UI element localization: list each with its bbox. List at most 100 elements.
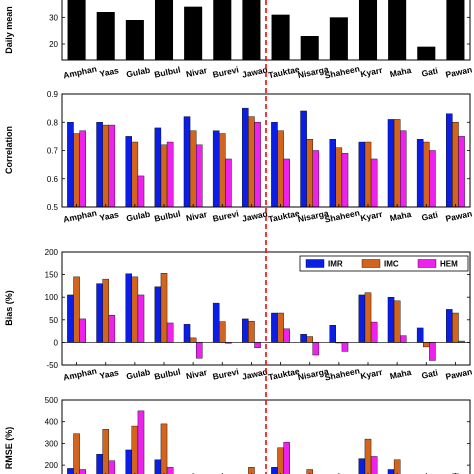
x-tick-label: Pawan <box>445 366 473 381</box>
x-tick-label: Amphan <box>62 64 97 81</box>
bar <box>370 321 378 343</box>
legend-swatch <box>361 259 381 268</box>
x-tick-label: Pawan <box>445 64 473 79</box>
bar <box>137 294 145 343</box>
bar <box>364 438 372 474</box>
bar <box>271 122 278 207</box>
x-tick-label: Jawad <box>241 366 269 381</box>
x-tick-label: Burevi <box>212 64 240 79</box>
bar <box>67 122 74 207</box>
bar <box>306 138 313 207</box>
x-tick-label: Shaheen <box>324 365 361 382</box>
bar <box>364 141 372 207</box>
y-tick-label: 0.5 <box>47 203 59 212</box>
bar <box>452 122 459 207</box>
bar <box>184 6 203 60</box>
bar <box>423 342 430 348</box>
bar <box>131 276 139 343</box>
bar <box>387 119 395 207</box>
x-tick-label: Yaas <box>99 367 120 381</box>
bar <box>312 342 320 356</box>
bar <box>416 138 424 207</box>
bar <box>102 429 109 474</box>
bar <box>446 113 453 207</box>
x-tick-label: Maha <box>389 65 413 79</box>
legend-label: HEM <box>440 260 458 269</box>
bar <box>370 158 378 207</box>
bar <box>271 312 278 343</box>
bar <box>341 342 349 352</box>
y-tick-label: 150 <box>45 271 59 280</box>
y-tick-label: 0.7 <box>47 147 59 156</box>
bar <box>67 0 86 60</box>
bar <box>452 312 459 343</box>
bar <box>417 46 436 60</box>
bar <box>79 469 86 474</box>
x-tick-label: Jawad <box>241 64 269 79</box>
bar <box>183 116 191 207</box>
y-axis-label: RMSE (%) <box>4 427 14 470</box>
x-tick-label: Gati <box>421 209 439 222</box>
bar <box>137 410 145 474</box>
bar <box>166 322 174 343</box>
x-tick-label: Gulab <box>125 209 151 224</box>
y-axis-label: Correlation <box>4 126 14 174</box>
bar <box>393 119 401 207</box>
x-tick-label: Jawad <box>241 208 269 223</box>
y-tick-label: 500 <box>45 396 59 405</box>
y-tick-label: 0.9 <box>47 90 59 99</box>
bar <box>388 0 407 60</box>
bar <box>79 130 86 207</box>
bar <box>154 286 162 343</box>
bar <box>277 312 284 343</box>
y-tick-label: 30 <box>49 13 58 22</box>
bar <box>137 175 145 207</box>
bar <box>160 423 168 474</box>
legend-label: IMR <box>328 260 343 269</box>
bar <box>248 320 255 343</box>
bar <box>125 20 144 60</box>
bar <box>160 144 168 207</box>
bar <box>108 124 116 207</box>
x-tick-label: Bulbul <box>153 208 181 223</box>
bar <box>73 433 80 474</box>
bar <box>242 0 261 60</box>
bar <box>277 130 284 207</box>
bar <box>429 342 436 361</box>
x-tick-label: Nivar <box>185 65 209 79</box>
legend-label: IMC <box>384 260 399 269</box>
bar <box>212 130 220 207</box>
panel-4: 200 300 400 500 RMSE (%) <box>4 396 471 474</box>
y-tick-label: 200 <box>45 461 59 470</box>
bar <box>283 158 290 207</box>
panel-1: 20 30 Amphan Yaas Gulab Bulbul Nivar Burevi Jawa… <box>4 0 473 81</box>
bar <box>446 0 465 60</box>
x-tick-label: Amphan <box>62 208 97 225</box>
x-tick-label: Yaas <box>99 209 120 223</box>
x-tick-label: Tauktae <box>268 208 301 224</box>
y-tick-label: 0.6 <box>47 175 59 184</box>
bar <box>300 334 307 343</box>
x-tick-label: Tauktae <box>268 64 301 80</box>
bars-group <box>67 107 465 207</box>
bar <box>271 14 290 60</box>
bar <box>358 294 366 343</box>
bar <box>96 12 115 60</box>
bar <box>370 456 378 474</box>
bar <box>166 467 174 474</box>
bar <box>154 0 174 60</box>
bar <box>329 138 336 207</box>
bar <box>242 107 249 207</box>
bar <box>154 459 162 474</box>
bar <box>358 0 378 60</box>
bar <box>73 276 80 343</box>
bar <box>429 150 436 207</box>
bar <box>423 141 430 207</box>
y-tick-label: 50 <box>49 316 58 325</box>
x-tick-label: Burevi <box>212 366 240 381</box>
bar <box>306 469 313 474</box>
x-tick-label: Pawan <box>445 208 473 223</box>
bar <box>195 342 203 359</box>
bar <box>125 136 133 207</box>
y-tick-label: 400 <box>45 418 59 427</box>
